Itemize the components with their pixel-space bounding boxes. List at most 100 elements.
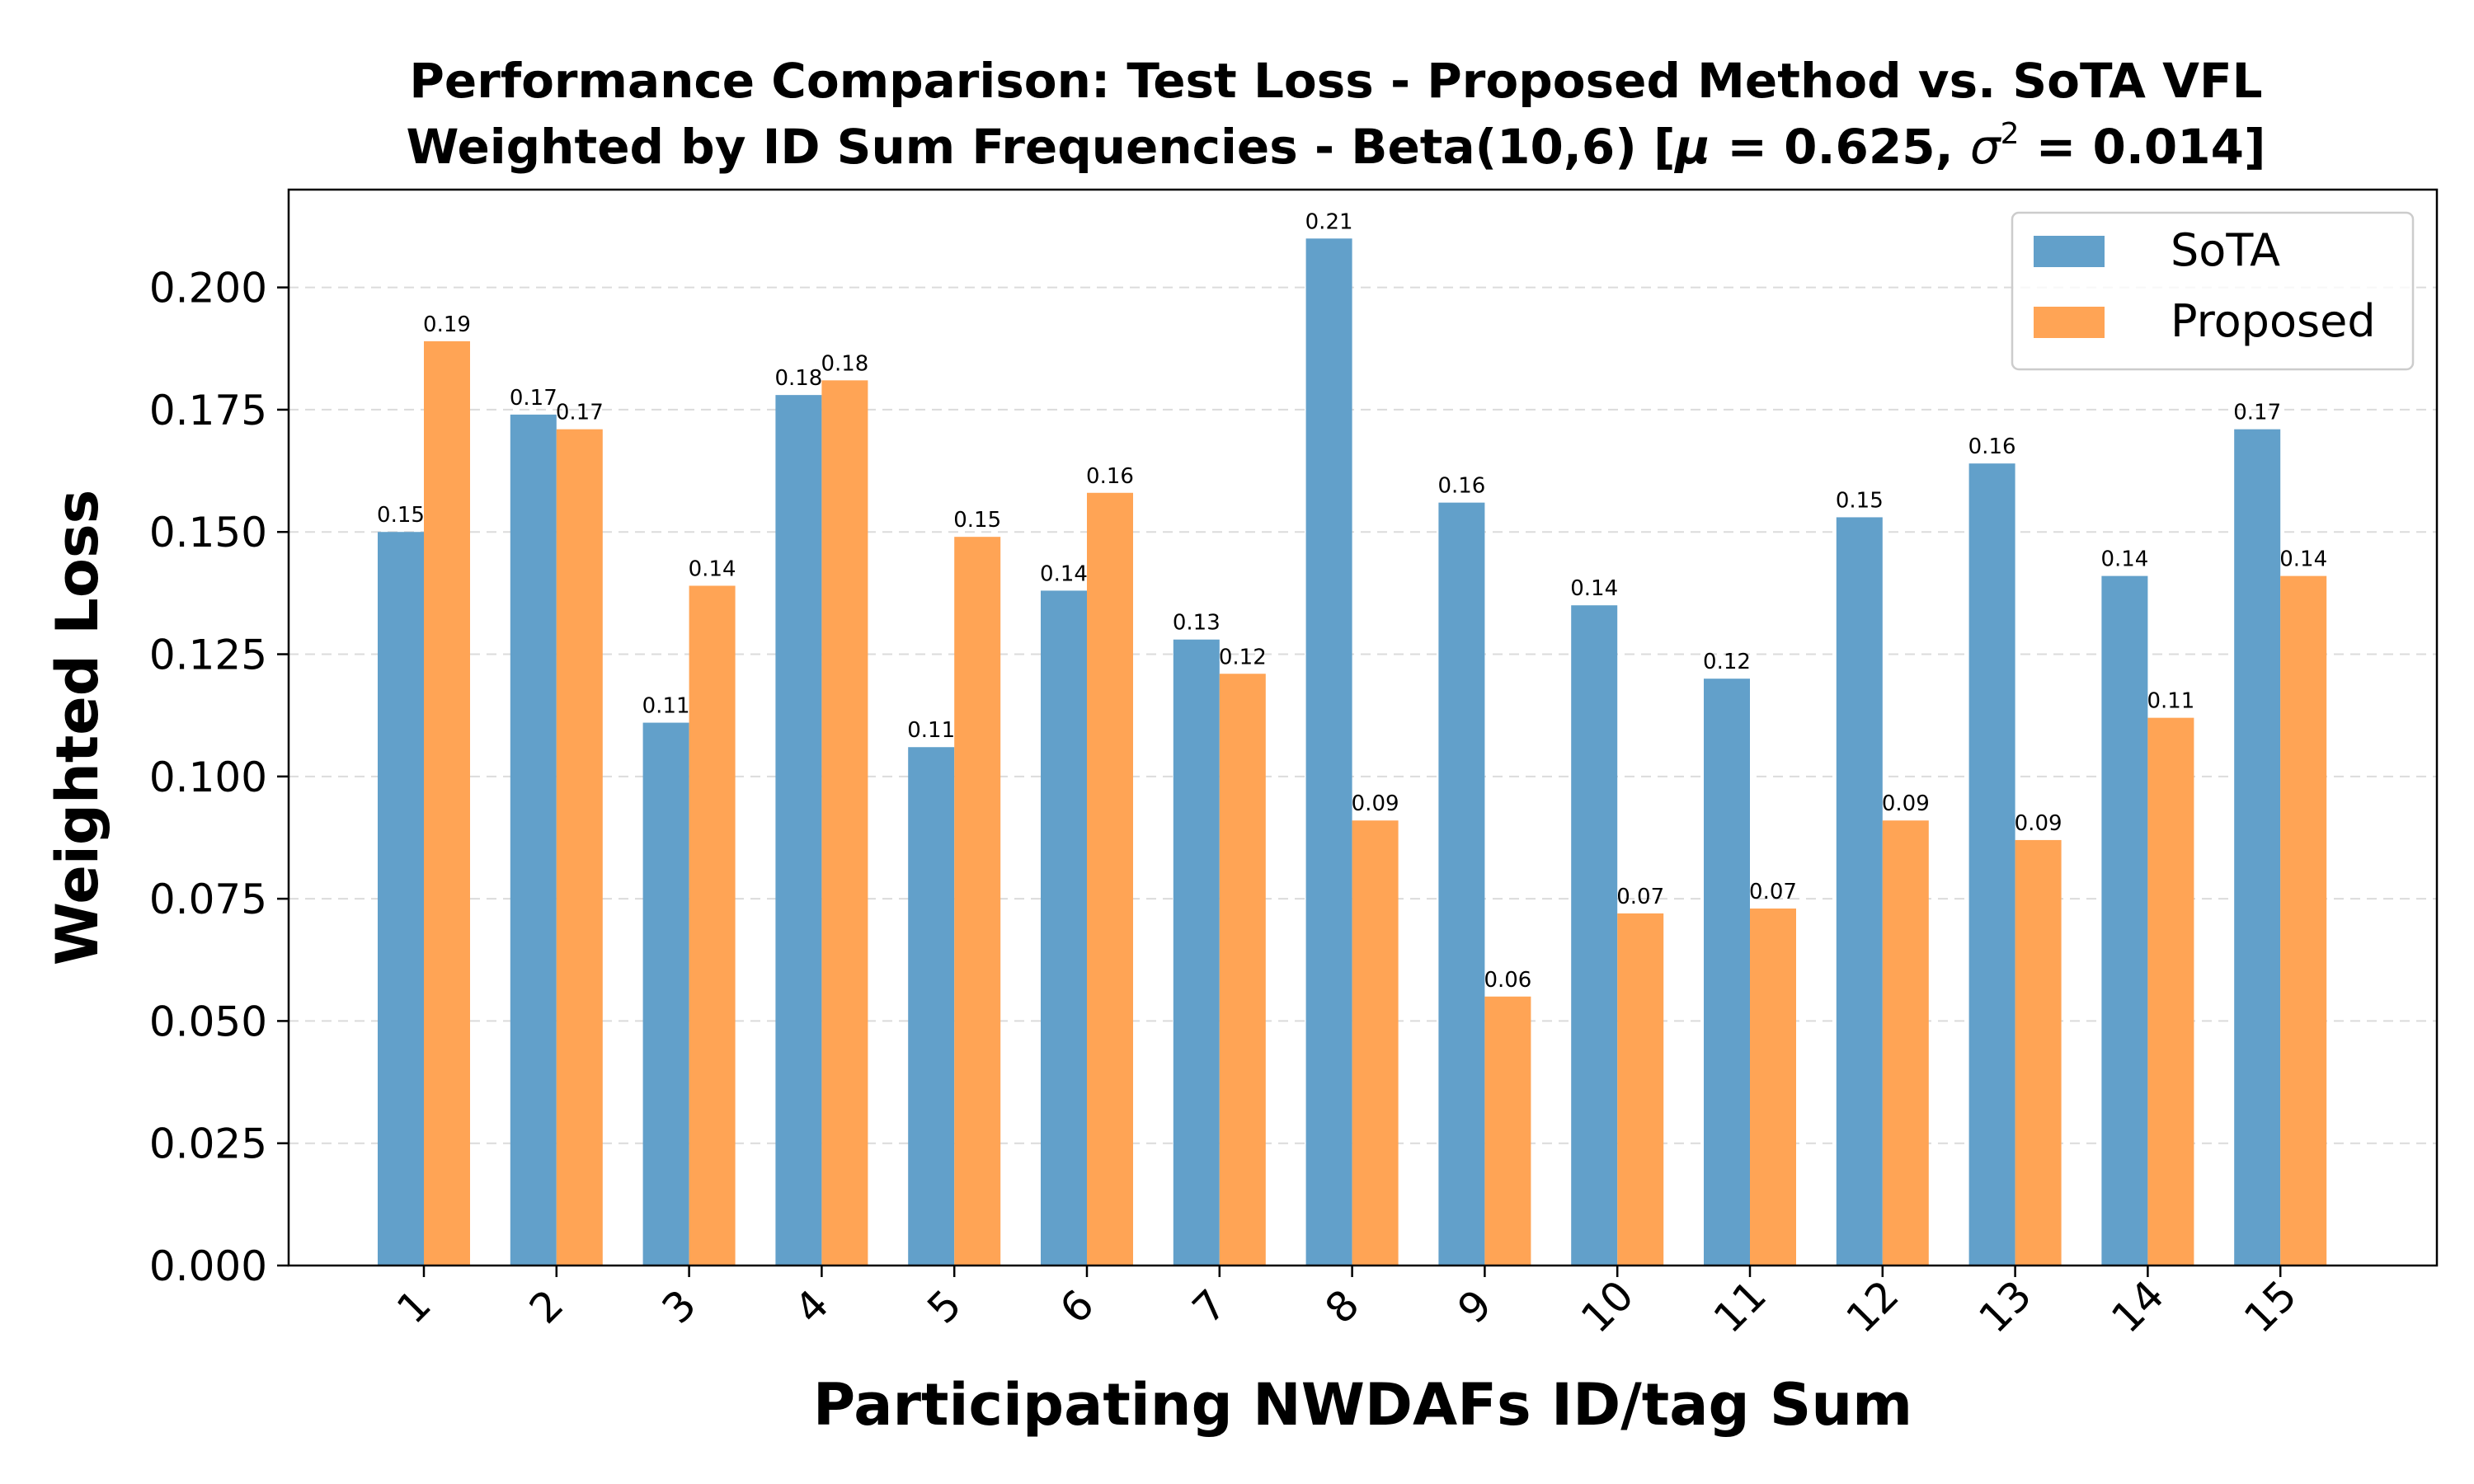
y-tick-label: 0.050 [149,998,267,1045]
legend: SoTA Proposed [2011,211,2415,371]
x-tick-label: 7 [1183,1280,1236,1333]
bar-value-label: 0.12 [1219,645,1267,669]
bar-proposed-15 [2280,575,2327,1266]
x-tick-label: 1 [388,1280,440,1333]
bar-value-label: 0.09 [1352,791,1399,816]
x-tick-label: 8 [1316,1280,1369,1333]
bar-sota-4 [775,395,822,1266]
x-tick-label: 14 [2102,1271,2173,1342]
x-tick-label: 15 [2235,1271,2306,1342]
chart-title-line2: Weighted by ID Sum Frequencies - Beta(10… [407,117,2266,175]
bars [378,238,2327,1266]
x-tick-label: 6 [1051,1280,1103,1333]
bar-value-label: 0.11 [642,694,690,719]
x-tick-label: 11 [1705,1271,1776,1342]
bar-proposed-14 [2147,717,2194,1266]
bar-proposed-5 [954,537,1001,1266]
bar-value-label: 0.17 [510,386,557,411]
y-axis-ticks: 0.000 0.025 0.050 0.075 0.100 0.125 0.150 0.175… [149,265,289,1290]
bar-sota-5 [908,747,955,1266]
bar-proposed-3 [689,585,736,1266]
bar-value-label: 0.15 [953,508,1001,533]
bar-sota-2 [510,414,557,1266]
bar-sota-10 [1571,605,1618,1266]
bar-sota-13 [1968,463,2015,1266]
bar-value-label: 0.16 [1968,434,2016,459]
bar-sota-11 [1704,679,1750,1266]
bar-proposed-12 [1882,820,1929,1266]
bar-sota-8 [1305,238,1352,1266]
legend-label-proposed: Proposed [2171,295,2376,347]
x-tick-label: 5 [918,1280,971,1333]
bar-value-label: 0.14 [1570,576,1618,601]
title-mu-value: = 0.625, [1710,119,1970,175]
bar-proposed-7 [1219,674,1266,1266]
bar-sota-9 [1438,502,1485,1266]
plot-frame [287,188,2439,1267]
legend-frame [2011,211,2415,371]
bar-value-label: 0.19 [423,312,471,337]
bar-value-label: 0.11 [907,718,955,743]
bar-value-label: 0.15 [377,503,425,528]
x-axis-label: Participating NWDAFs ID/tag Sum [813,1371,1912,1439]
y-tick-label: 0.150 [149,509,267,556]
bar-proposed-11 [1750,908,1796,1266]
y-axis-label: Weighted Loss [44,490,111,966]
bar-value-label: 0.17 [556,401,604,425]
bar-value-label: 0.12 [1703,650,1751,674]
bar-value-label: 0.17 [2233,401,2281,425]
bar-value-label: 0.07 [1749,880,1797,904]
y-tick-label: 0.175 [149,387,267,434]
bar-value-label: 0.13 [1173,611,1221,636]
bar-value-label: 0.09 [1882,791,1930,816]
bar-proposed-6 [1087,492,1133,1266]
legend-swatch-sota [2034,236,2105,267]
y-tick-label: 0.200 [149,265,267,312]
bar-value-label: 0.07 [1616,885,1664,909]
y-tick-label: 0.075 [149,876,267,923]
bar-sota-12 [1836,517,1883,1266]
bar-proposed-2 [556,429,603,1266]
bar-sota-7 [1173,639,1220,1266]
bar-value-label: 0.18 [774,366,822,391]
bar-value-label: 0.16 [1437,474,1485,499]
bar-value-label: 0.21 [1305,209,1353,234]
bar-value-label: 0.14 [2100,547,2148,572]
x-axis-ticks: 1 2 3 4 5 6 7 8 9 10 11 12 13 14 15 [388,1266,2306,1342]
x-tick-label: 3 [653,1280,706,1333]
bar-value-label: 0.09 [2015,811,2062,836]
x-tick-label: 12 [1837,1271,1908,1342]
x-tick-label: 2 [520,1280,573,1333]
bar-value-label: 0.06 [1484,968,1531,993]
title-sigma-exponent: 2 [2001,117,2020,151]
bar-sota-1 [378,532,424,1266]
x-tick-label: 9 [1449,1280,1502,1333]
bar-value-label: 0.14 [2279,547,2327,572]
bar-value-label: 0.15 [1836,488,1884,513]
title-line2-prefix: Weighted by ID Sum Frequencies - Beta(10… [407,119,1676,175]
legend-swatch-proposed [2034,307,2105,338]
bar-sota-15 [2234,429,2281,1266]
bar-value-label: 0.16 [1086,464,1134,489]
title-mu-symbol: μ [1673,119,1710,175]
title-sigma-value: = 0.014] [2020,119,2266,175]
y-tick-label: 0.125 [149,632,267,679]
bar-proposed-4 [821,380,868,1266]
title-sigma-symbol: σ [1970,119,2002,175]
bar-proposed-1 [424,340,470,1266]
legend-label-sota: SoTA [2171,224,2280,276]
bar-value-labels: 0.150.190.170.170.110.140.180.180.110.15… [377,209,2327,992]
bar-proposed-8 [1352,820,1399,1266]
bar-value-label: 0.14 [689,556,736,581]
bar-proposed-10 [1617,913,1664,1266]
chart-title-line1: Performance Comparison: Test Loss - Prop… [409,53,2262,109]
x-tick-label: 4 [786,1280,839,1333]
bar-proposed-13 [2015,839,2062,1266]
x-tick-label: 10 [1572,1271,1643,1342]
bar-value-label: 0.11 [2147,689,2194,714]
bar-sota-14 [2101,575,2148,1266]
y-tick-label: 0.100 [149,754,267,801]
x-tick-label: 13 [1970,1271,2041,1342]
